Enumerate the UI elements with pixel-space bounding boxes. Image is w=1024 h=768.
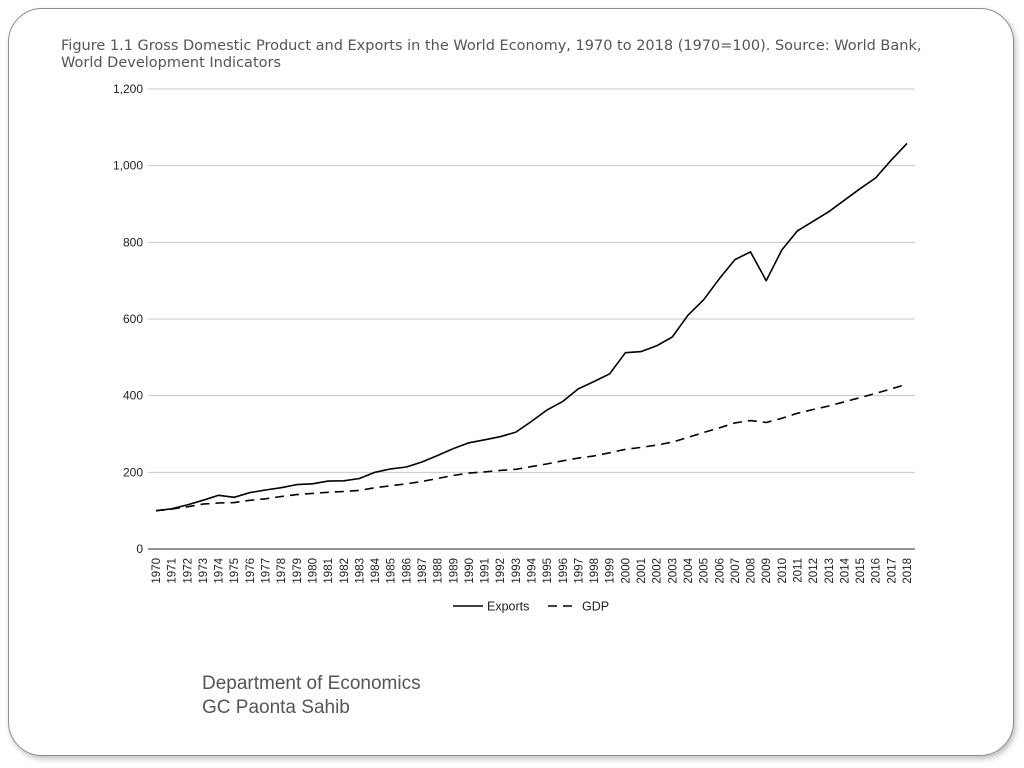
x-tick-label: 1984 [370,557,382,583]
x-tick-label: 1977 [261,558,273,584]
x-tick-label: 1979 [292,558,304,584]
x-tick-label: 1998 [589,558,601,584]
x-tick-label: 2002 [652,558,664,584]
x-tick-label: 2004 [683,557,695,583]
x-tick-label: 1987 [417,558,429,584]
college-name: GC Paonta Sahib [202,697,350,718]
y-tick-label: 400 [123,389,143,403]
x-tick-label: 1982 [339,558,351,584]
x-tick-label: 1993 [511,558,523,584]
x-tick-label: 2006 [714,558,726,584]
x-tick-label: 2015 [855,558,867,584]
footer: Department of Economics GC Paonta Sahib [202,672,421,720]
x-tick-label: 2000 [620,558,632,584]
y-tick-label: 800 [123,235,143,249]
x-tick-label: 2003 [667,558,679,584]
x-tick-label: 1990 [464,558,476,584]
x-tick-label: 2001 [636,558,648,584]
x-tick-label: 1985 [386,558,398,584]
y-tick-label: 0 [136,542,143,556]
x-tick-label: 1970 [151,558,163,584]
x-tick-label: 1992 [495,558,507,584]
x-tick-label: 1994 [527,557,539,583]
x-tick-label: 2009 [761,558,773,584]
x-tick-label: 2011 [792,558,804,583]
x-tick-label: 1980 [307,558,319,584]
x-tick-label: 1995 [542,558,554,584]
x-tick-label: 1999 [605,558,617,584]
x-tick-label: 2007 [730,558,742,584]
x-tick-label: 1989 [448,558,460,584]
department-name: Department of Economics [202,673,421,694]
x-tick-label: 1981 [323,558,335,584]
x-tick-label: 1991 [480,558,492,584]
series-line-exports [155,142,908,512]
x-tick-label: 1972 [182,558,194,584]
slide-frame [8,8,1014,756]
x-tick-label: 2017 [886,558,898,584]
x-tick-label: 1971 [167,558,179,584]
x-tick-label: 2016 [871,558,883,584]
x-tick-label: 2013 [824,558,836,584]
x-tick-label: 1988 [433,558,445,584]
x-tick-label: 1997 [573,558,585,584]
x-tick-label: 2018 [902,558,914,584]
series-line-gdp [155,383,908,512]
x-tick-label: 1996 [558,558,570,584]
x-tick-label: 1973 [198,558,210,584]
x-tick-label: 2005 [699,558,711,584]
figure-caption: Figure 1.1 Gross Domestic Product and Ex… [61,38,922,71]
legend-label-gdp: GDP [582,600,609,614]
x-tick-label: 2008 [746,558,758,584]
x-tick-label: 1986 [401,558,413,584]
x-tick-label: 2010 [777,558,789,584]
x-tick-label: 1976 [245,558,257,584]
x-tick-label: 1983 [354,558,366,584]
y-tick-label: 200 [123,465,143,479]
legend-label-exports: Exports [487,600,529,614]
x-tick-label: 1975 [229,558,241,584]
y-tick-label: 1,200 [113,82,143,96]
x-tick-label: 1978 [276,558,288,584]
x-tick-label: 2014 [839,557,851,583]
y-tick-label: 600 [123,312,143,326]
x-tick-label: 2012 [808,558,820,584]
y-tick-label: 1,000 [113,159,143,173]
x-tick-label: 1974 [214,557,226,583]
